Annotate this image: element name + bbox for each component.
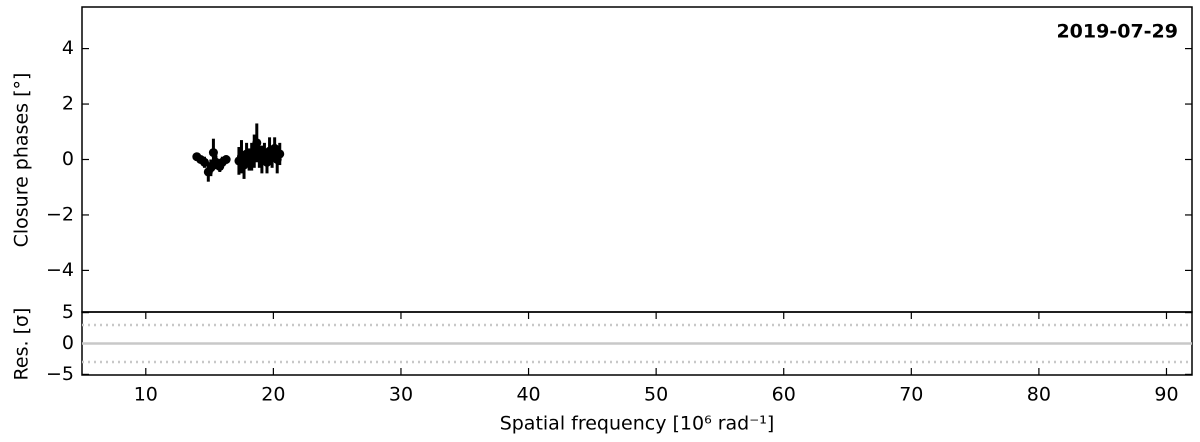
data-point <box>199 157 209 167</box>
y-tick-label: 2 <box>62 93 74 115</box>
y-axis-label: Res. [σ] <box>11 308 33 381</box>
x-tick-label: 10 <box>134 384 158 406</box>
x-axis-label: Spatial frequency [10⁶ rad⁻¹] <box>500 413 775 435</box>
y-tick-label: 5 <box>62 301 74 323</box>
x-tick-label: 70 <box>899 384 923 406</box>
data-point <box>275 149 285 159</box>
y-tick-label: 0 <box>62 332 74 354</box>
annotation: 2019-07-29 <box>1056 21 1178 43</box>
x-tick-label: 50 <box>644 384 668 406</box>
y-tick-label: −5 <box>46 363 74 385</box>
y-tick-label: 4 <box>62 37 74 59</box>
x-tick-label: 30 <box>389 384 413 406</box>
y-tick-label: −2 <box>46 203 74 225</box>
y-tick-label: −4 <box>46 259 74 281</box>
y-tick-label: 0 <box>62 148 74 170</box>
x-tick-label: 40 <box>516 384 540 406</box>
x-tick-label: 90 <box>1154 384 1178 406</box>
y-axis-label: Closure phases [°] <box>11 73 33 248</box>
x-tick-label: 80 <box>1027 384 1051 406</box>
data-point <box>252 138 262 148</box>
data-point <box>221 155 231 164</box>
x-tick-label: 60 <box>772 384 796 406</box>
data-point <box>208 148 218 158</box>
x-tick-label: 20 <box>261 384 285 406</box>
